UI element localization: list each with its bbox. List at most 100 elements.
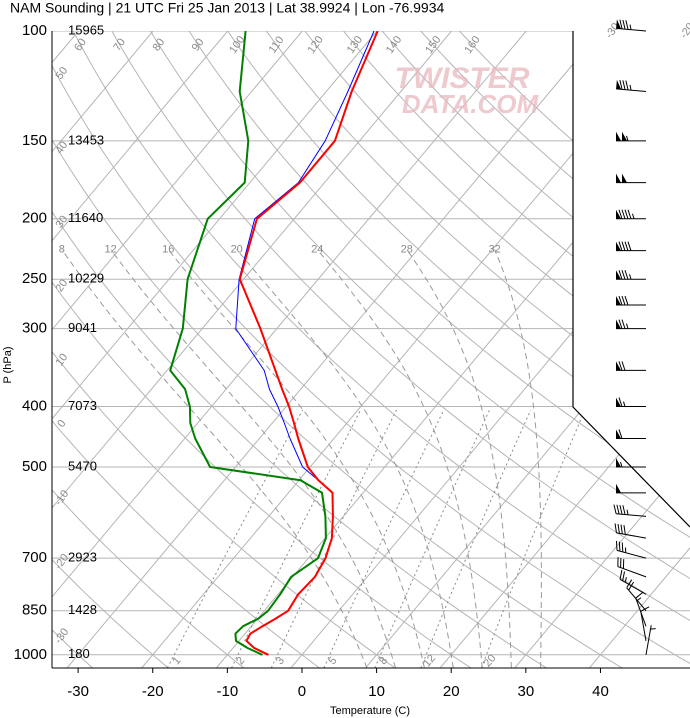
- barb-feather: [620, 524, 623, 534]
- barb-feather: [628, 581, 635, 591]
- x-tick-label: 0: [298, 683, 306, 700]
- dry-adiabat-label: 90: [190, 36, 207, 53]
- mixing-ratio-label: 2: [234, 655, 247, 667]
- mixing-ratio-line: [270, 409, 397, 668]
- mixing-ratio-line: [231, 409, 362, 668]
- sounding-line: [169, 31, 327, 656]
- watermark: TWISTER DATA.COM: [395, 62, 540, 119]
- barb-feather: [621, 241, 626, 251]
- barb-feather: [619, 569, 623, 580]
- barb-feather: [621, 270, 626, 280]
- barb-feather: [627, 241, 632, 251]
- barb-feather: [625, 80, 629, 90]
- moist-adiabat-label: 8: [59, 243, 65, 255]
- wind-barb: [616, 483, 646, 494]
- barb-half: [623, 401, 626, 407]
- mixing-ratio-line: [374, 409, 490, 668]
- barb-half: [636, 597, 642, 602]
- dry-adiabat: [304, 31, 690, 668]
- dry-adiabat-label: 120: [306, 34, 326, 56]
- barb-half: [620, 461, 623, 468]
- moist-adiabat-label: 16: [162, 243, 174, 255]
- dry-adiabat-label: 40: [53, 139, 70, 156]
- dry-adiabat: [72, 31, 690, 668]
- barb-staff: [616, 27, 647, 32]
- isotherm-label: -30: [603, 21, 622, 41]
- barb-staff: [645, 625, 652, 655]
- mixing-ratio-line: [420, 409, 532, 668]
- dry-adiabat: [52, 31, 690, 668]
- wind-barb: [616, 19, 647, 32]
- moist-adiabat: [61, 249, 368, 668]
- barb-feather: [621, 361, 626, 371]
- wind-barb: [640, 606, 650, 641]
- dry-adiabat-label: -10: [52, 488, 71, 508]
- wind-barb: [616, 319, 646, 330]
- wind-barb: [645, 625, 656, 655]
- barb-feather: [618, 397, 623, 407]
- background-lines: [52, 31, 690, 668]
- barb-staff: [619, 578, 647, 595]
- height-label: 7073: [68, 398, 97, 413]
- wind-barb: [615, 540, 647, 559]
- dry-adiabat-label: 10: [53, 352, 70, 369]
- barb-feather: [617, 523, 620, 534]
- barb-feather: [615, 540, 618, 551]
- dry-adiabat: [188, 31, 690, 668]
- mixing-ratio-line: [481, 409, 586, 668]
- dry-adiabat-label: 0: [55, 418, 68, 430]
- barb-flag: [616, 319, 621, 329]
- barb-feather: [635, 591, 644, 599]
- barb-feather: [616, 504, 620, 515]
- wind-barb: [617, 557, 647, 578]
- x-tick-label: 40: [592, 683, 609, 700]
- height-label: 1428: [68, 602, 97, 617]
- height-label: 2923: [68, 550, 97, 565]
- dry-adiabat-label: 20: [53, 277, 70, 294]
- wind-barb: [616, 295, 646, 306]
- grid-line: [439, 31, 690, 668]
- dry-adiabat: [265, 31, 690, 668]
- dry-adiabat: [381, 31, 690, 668]
- barb-feather: [624, 209, 629, 219]
- mixing-ratio-label: 3: [274, 655, 287, 667]
- barb-feather: [618, 295, 623, 306]
- isotherm: [52, 31, 229, 668]
- barb-feather: [624, 241, 629, 251]
- wind-barb: [616, 79, 647, 92]
- wind-barb: [616, 241, 646, 252]
- isotherm: [52, 31, 378, 668]
- barb-feather: [614, 523, 617, 533]
- sounding-traces: [169, 31, 379, 656]
- barb-half: [629, 24, 632, 30]
- dry-adiabat: [227, 31, 690, 668]
- barb-half: [629, 274, 632, 280]
- plot-boundary: [572, 31, 690, 528]
- barb-feather: [622, 80, 626, 90]
- height-label: 180: [68, 646, 90, 661]
- wind-barb: [614, 523, 647, 539]
- y-tick-label: 500: [22, 458, 47, 475]
- height-label: 11640: [68, 210, 103, 225]
- grid-line: [514, 31, 690, 668]
- dry-adiabat: [52, 31, 169, 668]
- dry-adiabat-label: 50: [53, 65, 70, 82]
- x-tick-label: -30: [67, 683, 89, 700]
- barb-feather: [613, 504, 617, 514]
- isotherm-label: -20: [678, 21, 690, 41]
- isotherm: [52, 31, 303, 668]
- barb-flag: [616, 296, 621, 305]
- chart-title: NAM Sounding | 21 UTC Fri 25 Jan 2013 | …: [10, 0, 445, 16]
- y-tick-label: 200: [22, 210, 47, 227]
- barb-flag: [622, 131, 627, 141]
- barb-flag: [616, 241, 621, 251]
- barb-feather: [621, 542, 624, 552]
- barb-feather: [627, 209, 632, 219]
- wind-barbs: [613, 19, 656, 655]
- y-tick-label: 100: [22, 22, 47, 39]
- dry-adiabat: [52, 31, 472, 668]
- barb-flag: [616, 209, 621, 219]
- height-label: 9041: [68, 320, 97, 335]
- y-tick-label: 850: [22, 602, 47, 619]
- barb-staff: [617, 566, 647, 578]
